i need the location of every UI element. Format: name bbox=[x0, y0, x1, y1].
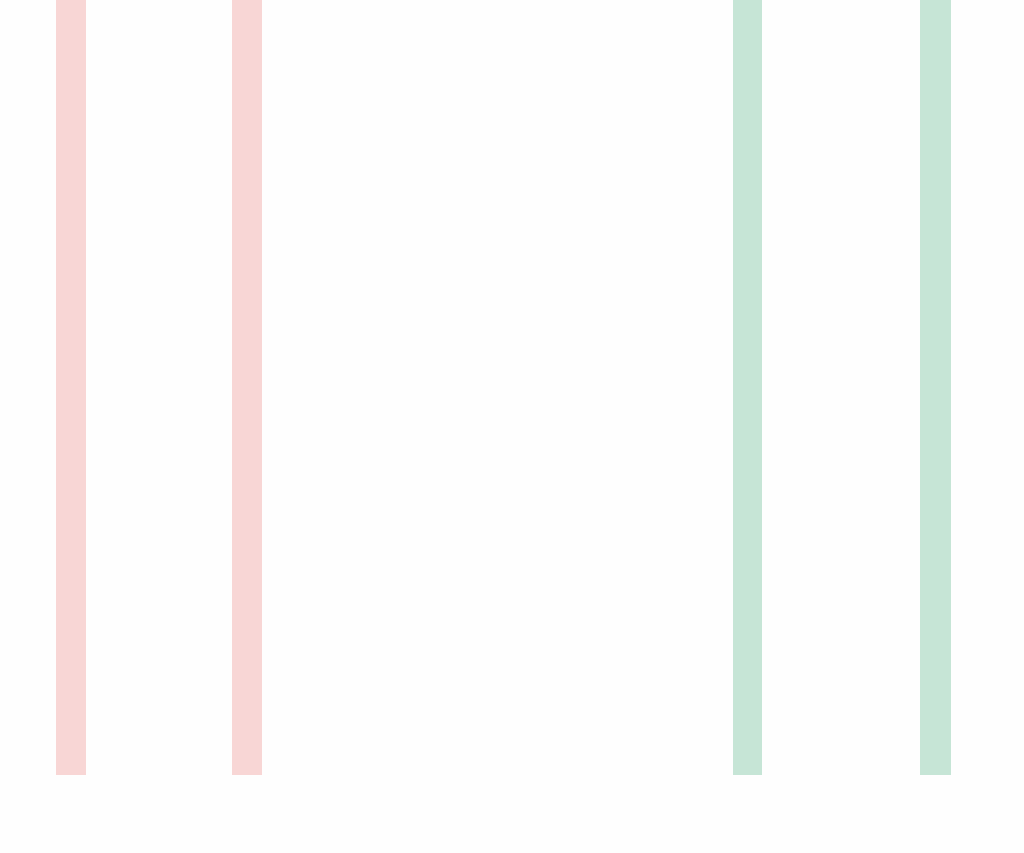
green-stripe bbox=[733, 0, 762, 775]
pink-stripe bbox=[56, 0, 86, 775]
green-stripe bbox=[920, 0, 951, 775]
pink-stripe bbox=[232, 0, 262, 775]
